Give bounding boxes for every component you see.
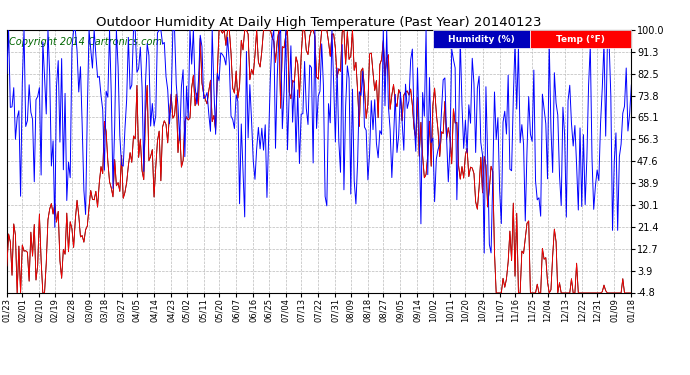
Text: Temp (°F): Temp (°F): [556, 35, 605, 44]
Text: Copyright 2014 Cartronics.com: Copyright 2014 Cartronics.com: [9, 37, 161, 46]
Title: Outdoor Humidity At Daily High Temperature (Past Year) 20140123: Outdoor Humidity At Daily High Temperatu…: [97, 16, 542, 29]
Text: Humidity (%): Humidity (%): [448, 35, 515, 44]
Bar: [433, 30, 529, 48]
Bar: [529, 30, 631, 48]
